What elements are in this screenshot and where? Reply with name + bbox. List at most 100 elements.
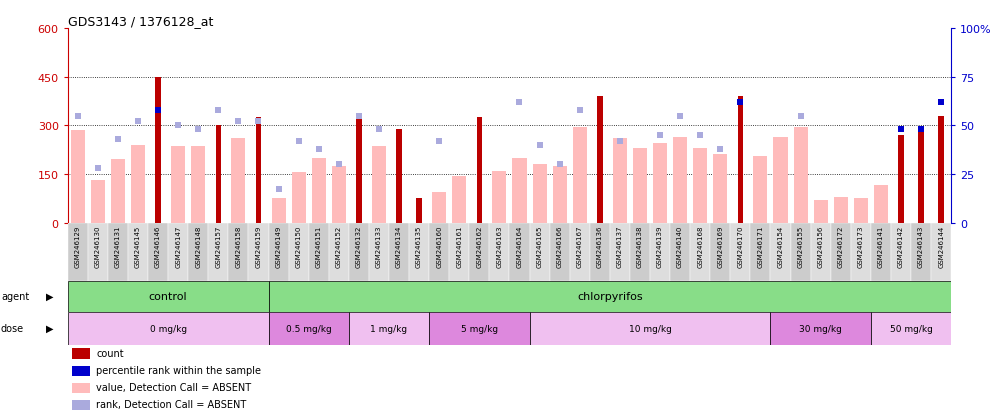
Bar: [834, 197, 848, 223]
Text: agent: agent: [1, 291, 29, 301]
Bar: [292, 173, 306, 223]
Bar: [272, 199, 286, 223]
Text: GSM246131: GSM246131: [115, 225, 121, 267]
Text: GSM246164: GSM246164: [517, 225, 523, 267]
Text: 10 mg/kg: 10 mg/kg: [628, 324, 671, 333]
Bar: [530, 312, 771, 345]
Bar: [871, 223, 891, 281]
Bar: [873, 186, 887, 223]
Bar: [108, 223, 127, 281]
Text: GSM246137: GSM246137: [617, 225, 622, 267]
Text: GSM246149: GSM246149: [276, 225, 282, 267]
Bar: [931, 223, 951, 281]
Bar: [938, 116, 944, 223]
Text: GSM246169: GSM246169: [717, 225, 723, 267]
Bar: [632, 149, 647, 223]
Bar: [248, 223, 269, 281]
Text: 1 mg/kg: 1 mg/kg: [371, 324, 407, 333]
Bar: [693, 149, 707, 223]
Bar: [349, 312, 429, 345]
Bar: [791, 223, 811, 281]
Text: GSM246134: GSM246134: [396, 225, 402, 267]
Bar: [127, 223, 148, 281]
Text: percentile rank within the sample: percentile rank within the sample: [97, 366, 261, 375]
Bar: [449, 223, 469, 281]
Bar: [111, 160, 124, 223]
Bar: [653, 144, 667, 223]
Bar: [72, 400, 90, 410]
Bar: [349, 223, 369, 281]
Bar: [629, 223, 650, 281]
Text: GSM246158: GSM246158: [235, 225, 241, 267]
Bar: [88, 223, 108, 281]
Bar: [570, 223, 590, 281]
Bar: [610, 223, 629, 281]
Bar: [510, 223, 530, 281]
Bar: [911, 223, 931, 281]
Text: rank, Detection Call = ABSENT: rank, Detection Call = ABSENT: [97, 399, 247, 409]
Bar: [530, 223, 550, 281]
Bar: [553, 166, 567, 223]
Text: GSM246160: GSM246160: [436, 225, 442, 267]
Bar: [673, 137, 687, 223]
Bar: [168, 223, 188, 281]
Bar: [215, 126, 221, 223]
Bar: [690, 223, 710, 281]
Bar: [513, 158, 527, 223]
Bar: [898, 135, 903, 223]
Bar: [613, 139, 626, 223]
Text: ▶: ▶: [46, 323, 54, 333]
Text: GSM246140: GSM246140: [677, 225, 683, 267]
Text: GSM246156: GSM246156: [818, 225, 824, 267]
Bar: [590, 223, 610, 281]
Bar: [432, 192, 446, 223]
Text: GSM246142: GSM246142: [898, 225, 904, 267]
Bar: [811, 223, 831, 281]
Bar: [831, 223, 851, 281]
Bar: [171, 147, 185, 223]
Text: GSM246129: GSM246129: [75, 225, 81, 267]
Text: GSM246132: GSM246132: [356, 225, 362, 267]
Bar: [68, 312, 269, 345]
Bar: [573, 128, 587, 223]
Text: GSM246144: GSM246144: [938, 225, 944, 267]
Bar: [871, 312, 951, 345]
Bar: [269, 281, 951, 312]
Bar: [396, 129, 401, 223]
Bar: [188, 223, 208, 281]
Bar: [191, 147, 205, 223]
Bar: [409, 223, 429, 281]
Bar: [208, 223, 228, 281]
Text: GSM246171: GSM246171: [757, 225, 764, 267]
Bar: [710, 223, 730, 281]
Bar: [794, 128, 808, 223]
Text: GSM246146: GSM246146: [155, 225, 161, 267]
Text: GSM246172: GSM246172: [838, 225, 844, 267]
Text: GSM246143: GSM246143: [918, 225, 924, 267]
Bar: [774, 137, 788, 223]
Bar: [389, 223, 409, 281]
Bar: [650, 223, 670, 281]
Bar: [429, 223, 449, 281]
Bar: [476, 118, 482, 223]
Text: GSM246162: GSM246162: [476, 225, 482, 267]
Bar: [372, 147, 386, 223]
Bar: [148, 223, 168, 281]
Text: GSM246154: GSM246154: [778, 225, 784, 267]
Text: GSM246150: GSM246150: [296, 225, 302, 267]
Bar: [753, 157, 768, 223]
Text: GSM246141: GSM246141: [877, 225, 883, 267]
Text: GSM246139: GSM246139: [657, 225, 663, 267]
Bar: [228, 223, 248, 281]
Bar: [730, 223, 750, 281]
Text: GSM246163: GSM246163: [496, 225, 502, 267]
Text: ▶: ▶: [46, 291, 54, 301]
Bar: [155, 77, 161, 223]
Text: control: control: [148, 291, 187, 301]
Bar: [429, 312, 530, 345]
Bar: [68, 223, 88, 281]
Text: chlorpyrifos: chlorpyrifos: [577, 291, 642, 301]
Text: GSM246136: GSM246136: [597, 225, 603, 267]
Bar: [533, 165, 547, 223]
Text: GSM246152: GSM246152: [336, 225, 342, 267]
